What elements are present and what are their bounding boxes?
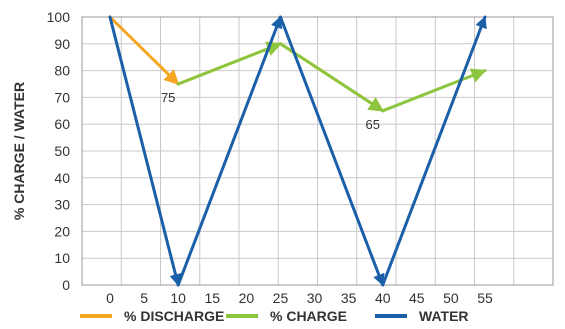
y-axis-ticks: 0 10 20 30 40 50 60 70 80 90 100 xyxy=(47,9,71,293)
series-segment xyxy=(108,15,182,287)
x-tick-label: 55 xyxy=(477,290,493,306)
y-tick-label: 80 xyxy=(54,63,70,79)
y-tick-label: 100 xyxy=(47,9,71,25)
series-segment xyxy=(176,41,282,86)
x-tick-label: 25 xyxy=(273,290,289,306)
x-tick-label: 30 xyxy=(307,290,323,306)
x-tick-label: 15 xyxy=(204,290,220,306)
x-tick-label: 0 xyxy=(106,290,114,306)
legend-label: % DISCHARGE xyxy=(124,308,224,324)
annotations: 75 65 xyxy=(161,90,380,132)
y-tick-label: 70 xyxy=(54,89,70,105)
data-label: 75 xyxy=(161,90,175,105)
x-tick-label: 40 xyxy=(375,290,391,306)
y-tick-label: 90 xyxy=(54,36,70,52)
x-tick-label: 10 xyxy=(170,290,186,306)
legend-label: WATER xyxy=(419,308,469,324)
y-tick-label: 20 xyxy=(54,223,70,239)
series-segment xyxy=(278,42,385,113)
x-tick-label: 20 xyxy=(239,290,255,306)
y-tick-label: 0 xyxy=(62,277,70,293)
legend-label: % CHARGE xyxy=(270,308,347,324)
y-tick-label: 60 xyxy=(54,116,70,132)
series-segment xyxy=(108,15,180,86)
y-tick-label: 10 xyxy=(54,250,70,266)
y-tick-label: 40 xyxy=(54,170,70,186)
y-axis-label: % CHARGE / WATER xyxy=(11,82,27,220)
series-segment xyxy=(381,15,487,287)
x-axis-ticks: 0 5 10 15 20 25 30 35 40 45 50 55 xyxy=(106,290,493,306)
series-segment xyxy=(381,68,487,113)
x-tick-label: 35 xyxy=(341,290,357,306)
series-segment xyxy=(278,15,385,287)
plot-frame xyxy=(81,16,554,286)
x-tick-label: 45 xyxy=(409,290,425,306)
y-tick-label: 30 xyxy=(54,197,70,213)
y-tick-label: 50 xyxy=(54,143,70,159)
x-tick-label: 50 xyxy=(443,290,459,306)
series-group xyxy=(108,15,487,287)
data-label: 65 xyxy=(365,117,379,132)
x-tick-label: 5 xyxy=(140,290,148,306)
series-segment xyxy=(176,15,283,287)
legend: % DISCHARGE % CHARGE WATER xyxy=(80,308,469,324)
